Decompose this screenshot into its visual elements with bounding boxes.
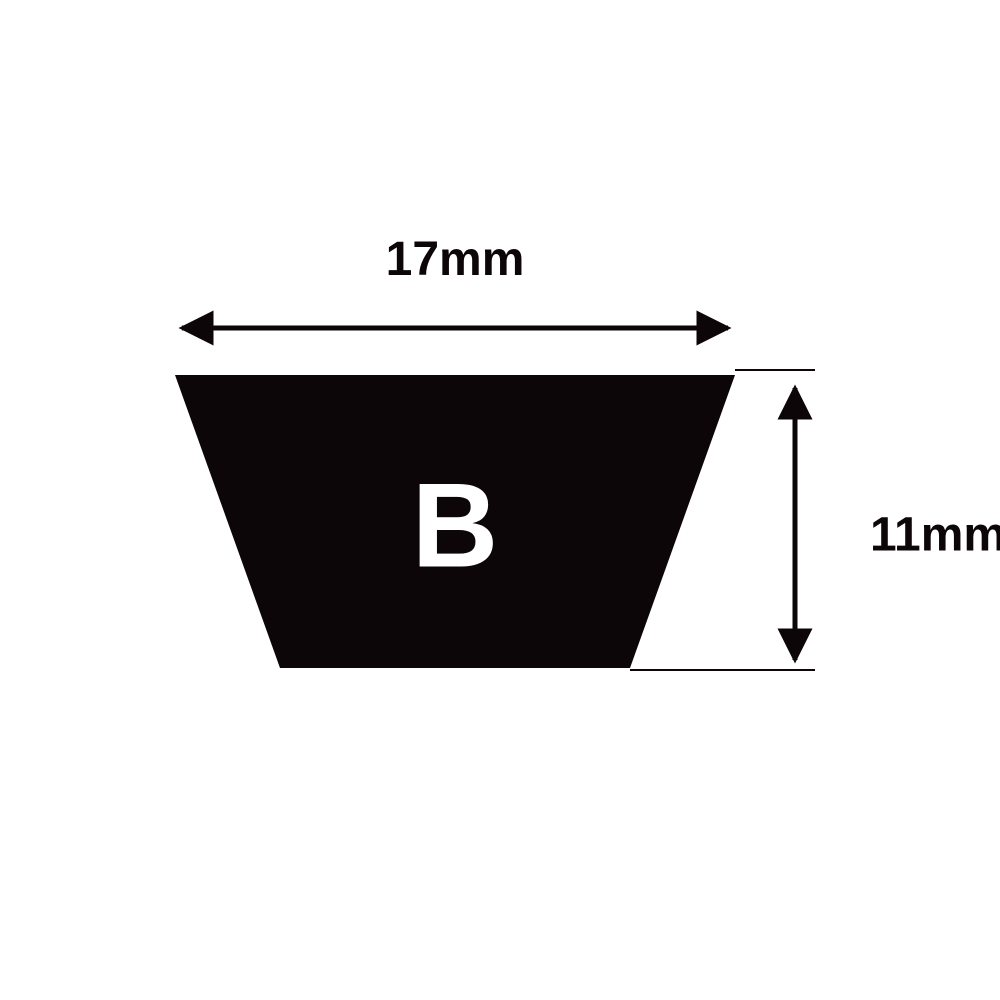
width-dimension-label: 17mm [386,233,525,286]
height-dimension-label: 11mm [870,509,1000,562]
belt-cross-section-diagram: B 17mm 11mm [0,0,1000,1000]
section-letter: B [412,459,499,593]
